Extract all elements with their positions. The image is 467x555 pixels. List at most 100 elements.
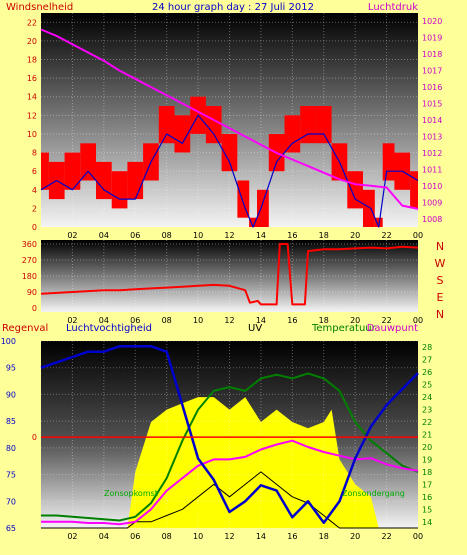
wind-y-tick: 0 — [32, 223, 37, 232]
humidity-y-tick: 85 — [6, 417, 16, 426]
wind-bar — [127, 161, 144, 200]
x-tick-label: 22 — [381, 316, 391, 325]
x-tick-label: 02 — [67, 532, 77, 541]
compass-label: S — [437, 274, 444, 287]
direction-line — [40, 243, 419, 306]
x-tick-label: 12 — [224, 532, 234, 541]
wind-bar — [363, 189, 375, 227]
direction-gridlines — [41, 240, 418, 312]
x-tick-label: 14 — [256, 316, 266, 325]
wind-speed-label: Windsnelheid — [6, 2, 73, 13]
rain-label: Regenval — [2, 323, 48, 334]
wind-y-tick: 6 — [32, 167, 37, 176]
pressure-y-tick: 1016 — [422, 83, 442, 92]
x-tick-label: 10 — [193, 532, 203, 541]
humidity-label: Luchtvochtigheid — [66, 323, 152, 334]
humidity-line — [40, 345, 419, 524]
temperature-y-tick: 20 — [422, 443, 432, 452]
dewpoint-label: Dauwpunt — [367, 323, 418, 334]
pressure-y-tick: 1013 — [422, 132, 442, 141]
wind-bar — [257, 189, 269, 227]
wind-y-ticks: 0 2 4 6 8 10 12 14 16 18 20 22 — [27, 18, 37, 232]
temperature-y-tick: 19 — [422, 455, 432, 464]
x-tick-label: 16 — [287, 316, 297, 325]
wind-bar — [64, 152, 81, 190]
humidity-y-tick: 70 — [6, 497, 16, 506]
x-tick-label: 14 — [256, 532, 266, 541]
climate-chart: Regenval Luchtvochtigheid UV Temperatuur… — [1, 323, 432, 541]
x-tick-label: 04 — [99, 532, 109, 541]
x-tick-label: 18 — [319, 231, 329, 240]
wind-bar — [382, 143, 395, 181]
climate-gridlines — [41, 340, 418, 529]
solar-area — [41, 397, 418, 528]
wind-bar — [205, 106, 222, 144]
wind-y-tick: 2 — [32, 204, 37, 213]
x-tick-label: 14 — [256, 231, 266, 240]
temperature-y-tick: 24 — [422, 393, 432, 402]
wind-lines — [40, 28, 419, 228]
wind-bar — [96, 161, 112, 200]
temperature-y-tick: 17 — [422, 480, 432, 489]
direction-lines — [40, 243, 419, 306]
direction-x-ticks: 02 04 06 08 10 12 14 16 18 20 22 00 — [67, 316, 423, 325]
x-tick-label: 04 — [99, 231, 109, 240]
temperature-y-tick: 23 — [422, 406, 432, 415]
x-tick-label: 06 — [130, 532, 140, 541]
x-tick-label: 20 — [350, 532, 360, 541]
pressure-y-tick: 1015 — [422, 100, 442, 109]
x-tick-label: 02 — [67, 231, 77, 240]
x-tick-label: 18 — [319, 532, 329, 541]
direction-y-tick: 180 — [22, 272, 37, 281]
wind-y-tick: 16 — [27, 74, 37, 83]
wind-y-tick: 12 — [27, 111, 37, 120]
x-tick-label: 02 — [67, 316, 77, 325]
pressure-label: Luchtdruk — [368, 2, 418, 13]
pressure-y-tick: 1020 — [422, 17, 442, 26]
compass-label: W — [435, 257, 446, 270]
pressure-y-tick: 1017 — [422, 67, 442, 76]
x-tick-label: 20 — [350, 231, 360, 240]
wind-bar — [410, 171, 418, 209]
pressure-y-tick: 1009 — [422, 198, 442, 207]
x-tick-label: 16 — [287, 532, 297, 541]
x-tick-label: 00 — [413, 231, 423, 240]
wind-bar — [41, 152, 49, 190]
x-tick-label: 10 — [193, 316, 203, 325]
wind-bar — [221, 134, 238, 172]
x-tick-label: 06 — [130, 316, 140, 325]
page-title: 24 hour graph day : 27 Juli 2012 — [152, 2, 314, 13]
humidity-y-tick: 75 — [6, 471, 16, 480]
temperature-y-tick: 22 — [422, 418, 432, 427]
x-tick-label: 18 — [319, 316, 329, 325]
wind-bar — [80, 143, 96, 181]
temperature-y-tick: 15 — [422, 505, 432, 514]
wind-y-tick: 10 — [27, 130, 37, 139]
wind-y-tick: 4 — [32, 186, 37, 195]
pressure-y-tick: 1019 — [422, 34, 442, 43]
humidity-y-tick: 65 — [6, 524, 16, 533]
wind-y-tick: 20 — [27, 37, 37, 46]
wind-bar — [249, 217, 257, 227]
wind-y-tick: 8 — [32, 149, 37, 158]
compass-label: N — [436, 240, 444, 253]
pressure-y-tick: 1011 — [422, 165, 442, 174]
direction-y-tick: 270 — [22, 256, 37, 265]
climate-x-ticks: 02 04 06 08 10 12 14 16 18 20 22 00 — [67, 532, 423, 541]
direction-y-tick: 0 — [32, 304, 37, 313]
compass-label: N — [436, 308, 444, 321]
wind-bar — [347, 171, 363, 209]
wind-bar — [284, 115, 301, 153]
pressure-y-tick: 1012 — [422, 149, 442, 158]
sunrise-label: Zonsopkomst — [104, 489, 158, 498]
x-tick-label: 10 — [193, 231, 203, 240]
x-tick-label: 00 — [413, 316, 423, 325]
gust-line — [40, 114, 419, 228]
direction-y-tick: 90 — [27, 288, 37, 297]
wind-pressure-chart: Windsnelheid 24 hour graph day : 27 Juli… — [6, 2, 442, 240]
x-tick-label: 12 — [224, 316, 234, 325]
temperature-y-ticks: 14 15 16 17 18 19 20 21 22 23 24 25 26 27 28 — [422, 343, 432, 527]
humidity-y-ticks: 65 70 75 80 85 90 95 100 — [1, 337, 16, 533]
